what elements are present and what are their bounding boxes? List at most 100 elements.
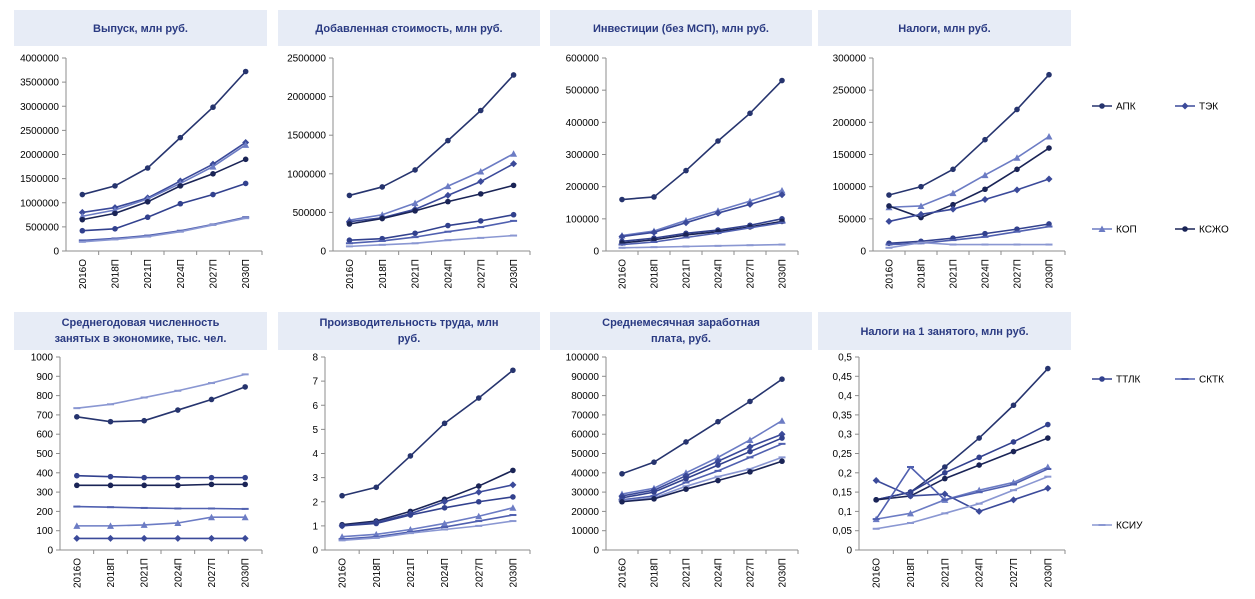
x-tick-label: 2016О [872, 558, 883, 588]
series-line-ksiu [82, 217, 246, 243]
legend-marker [1181, 102, 1189, 110]
data-point-ttlk [747, 448, 753, 455]
data-point-tek [778, 191, 786, 199]
data-point-ttlk [445, 222, 451, 229]
data-point-kop [949, 189, 957, 197]
x-tick-label: 2027П [1013, 259, 1024, 288]
data-point-ksjo [346, 221, 353, 227]
legend-item-ksiu: КСИУ [1092, 521, 1143, 532]
data-point-apk [407, 453, 414, 459]
data-point-ttlk [373, 520, 380, 527]
data-point-apk [510, 72, 517, 78]
data-point-ksjo [144, 198, 151, 205]
data-point-ttlk [976, 454, 982, 461]
data-point-ttlk [339, 523, 345, 529]
data-point-tek [885, 217, 893, 225]
x-tick-label: 2018П [378, 259, 389, 288]
x-tick-label: 2018П [906, 558, 917, 587]
y-tick-label: 1000000 [20, 198, 59, 209]
y-tick-label: 100000 [833, 182, 867, 193]
data-point-apk [683, 167, 689, 174]
x-tick-label: 2021П [940, 558, 951, 587]
chart-panel-7: Среднемесячная заработная плата, руб. 0 100… [550, 312, 812, 588]
chart-title-box [818, 312, 1071, 350]
x-tick-label: 2024П [440, 558, 451, 587]
data-point-ttlk [441, 504, 448, 511]
chart-title-box [550, 312, 812, 350]
data-point-ttlk [141, 474, 147, 481]
y-tick-label: 900 [36, 372, 53, 383]
data-point-ksjo [242, 481, 248, 488]
y-tick-label: 2000000 [20, 150, 59, 161]
data-point-apk [144, 165, 151, 171]
series-line-tek [875, 479, 1049, 513]
series-line-apk [621, 378, 783, 475]
data-point-ksjo [1010, 448, 1017, 455]
data-point-apk [412, 167, 418, 173]
series-line-ksjo [76, 483, 246, 487]
data-point-apk [175, 407, 181, 413]
y-tick-label: 0,1 [838, 507, 852, 518]
x-tick-label: 2030П [241, 558, 252, 587]
data-point-ttlk [907, 489, 914, 495]
x-tick-label: 2024П [714, 558, 725, 587]
y-tick-label: 0 [312, 546, 318, 557]
data-point-kop [242, 141, 250, 148]
data-point-ttlk [242, 474, 248, 481]
data-point-tek [714, 209, 722, 217]
y-tick-label: 0 [53, 247, 59, 258]
data-point-apk [619, 470, 625, 477]
x-tick-label: 2027П [476, 259, 487, 288]
chart-title-line: Выпуск, млн руб. [93, 23, 188, 35]
legend-label: АПК [1116, 102, 1136, 113]
y-tick-label: 0 [593, 546, 599, 557]
y-tick-label: 0,2 [838, 468, 852, 479]
x-tick-label: 2027П [209, 259, 220, 288]
data-point-ksjo [412, 208, 418, 214]
y-tick-label: 0 [593, 247, 599, 258]
data-point-kop [917, 202, 925, 209]
data-point-kop [441, 519, 449, 527]
data-point-ksjo [1046, 145, 1052, 151]
data-point-ksjo [982, 186, 988, 193]
data-point-kop [140, 521, 148, 528]
data-point-tek [73, 534, 81, 542]
x-tick-label: 2030П [778, 558, 789, 587]
data-point-ksjo [683, 232, 689, 238]
data-point-tek [510, 160, 518, 168]
x-tick-label: 2024П [176, 259, 187, 288]
data-point-kop [746, 436, 754, 443]
y-tick-label: 30000 [571, 488, 599, 499]
data-point-tek [907, 492, 914, 500]
series-line-apk [621, 79, 783, 201]
data-point-apk [210, 104, 216, 111]
x-tick-label: 2021П [143, 259, 154, 288]
series-line-ksjo [876, 437, 1049, 501]
data-point-kop [510, 150, 518, 157]
data-point-tek [941, 490, 949, 498]
data-point-ttlk [715, 462, 721, 468]
x-tick-label: 2030П [778, 259, 789, 288]
data-point-apk [942, 464, 948, 470]
data-point-tek [140, 534, 148, 542]
chart-title-line: Налоги, млн руб. [898, 23, 990, 35]
series-line-apk [341, 369, 514, 497]
x-tick-label: 2027П [474, 558, 485, 587]
y-tick-label: 1 [312, 521, 318, 532]
data-point-ksjo [74, 482, 80, 489]
data-point-kop [714, 453, 722, 461]
data-point-ksjo [379, 215, 386, 222]
data-point-ksjo [1014, 166, 1020, 173]
x-tick-label: 2024П [714, 259, 725, 288]
data-point-apk [510, 367, 516, 374]
data-point-ksjo [886, 203, 892, 209]
chart-title-line: плата, руб. [651, 333, 711, 345]
y-tick-label: 100000 [566, 353, 600, 364]
x-tick-label: 2024П [173, 558, 184, 587]
y-tick-label: 700 [36, 410, 53, 421]
data-point-kop [73, 522, 81, 529]
series-line-kop [876, 466, 1049, 520]
series-line-tek [888, 178, 1050, 223]
chart-title-box [550, 10, 812, 46]
data-point-ttlk [112, 226, 118, 232]
